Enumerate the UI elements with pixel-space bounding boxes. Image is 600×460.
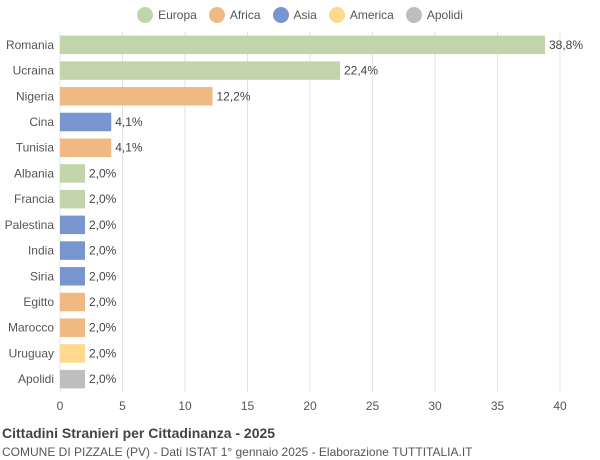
bar-francia bbox=[60, 189, 85, 209]
value-label: 38,8% bbox=[549, 38, 583, 52]
legend-item-apolidi: Apolidi bbox=[405, 7, 463, 23]
category-label: Palestina bbox=[5, 218, 55, 232]
category-label: Uruguay bbox=[9, 346, 54, 360]
legend-swatch bbox=[272, 7, 289, 23]
x-tick-label: 25 bbox=[366, 399, 380, 413]
bar-uruguay bbox=[60, 344, 85, 363]
bar-albania bbox=[60, 164, 85, 183]
legend-item-africa: Africa bbox=[208, 7, 261, 23]
value-label: 2,0% bbox=[89, 166, 117, 180]
bar-egitto bbox=[60, 292, 85, 312]
category-label: Ucraina bbox=[13, 64, 55, 78]
legend-label: Asia bbox=[293, 8, 317, 22]
category-label: Siria bbox=[30, 269, 54, 283]
legend-swatch bbox=[137, 7, 154, 23]
legend-label: America bbox=[349, 8, 394, 22]
bar-india bbox=[60, 241, 85, 260]
category-label: Tunisia bbox=[16, 141, 55, 155]
value-label: 2,0% bbox=[89, 346, 117, 360]
x-tick-label: 5 bbox=[119, 399, 126, 413]
value-label: 12,2% bbox=[217, 89, 251, 103]
category-label: Romania bbox=[6, 38, 54, 52]
x-tick-label: 15 bbox=[241, 399, 255, 413]
value-label: 4,1% bbox=[115, 115, 143, 129]
value-label: 2,0% bbox=[89, 372, 117, 386]
bar-cina bbox=[60, 112, 112, 132]
category-label: India bbox=[28, 244, 54, 258]
category-label: Egitto bbox=[23, 295, 54, 309]
value-label: 2,0% bbox=[89, 269, 117, 283]
value-label: 2,0% bbox=[89, 192, 117, 206]
value-label: 2,0% bbox=[89, 321, 117, 335]
category-label: Albania bbox=[14, 166, 54, 180]
value-label: 2,0% bbox=[89, 295, 117, 309]
legend-label: Apolidi bbox=[426, 8, 463, 22]
x-tick-label: 20 bbox=[303, 399, 317, 413]
legend-item-europa: Europa bbox=[137, 7, 197, 23]
bar-romania bbox=[60, 35, 545, 55]
legend-item-asia: Asia bbox=[272, 7, 317, 23]
value-label: 2,0% bbox=[89, 218, 117, 232]
chart-title: Cittadini Stranieri per Cittadinanza - 2… bbox=[2, 425, 276, 441]
value-label: 4,1% bbox=[115, 141, 143, 155]
legend-label: Europa bbox=[158, 8, 197, 22]
x-tick-label: 0 bbox=[57, 399, 64, 413]
legend-swatch bbox=[405, 7, 422, 23]
category-label: Apolidi bbox=[18, 372, 54, 386]
bar-chart: 0 5 10 15 20 25 30 35 40 Romania 38,8% Ucraina 22,4%… bbox=[5, 32, 583, 413]
category-label: Nigeria bbox=[16, 89, 54, 103]
bar-apolidi bbox=[60, 369, 85, 389]
chart-legend: Europa Africa Asia America Apolidi bbox=[0, 5, 600, 25]
bar-nigeria bbox=[60, 87, 213, 106]
category-label: Francia bbox=[14, 192, 54, 206]
legend-label: Africa bbox=[229, 8, 261, 22]
legend-swatch bbox=[208, 7, 225, 23]
bar-tunisia bbox=[60, 138, 112, 157]
value-label: 22,4% bbox=[344, 64, 378, 78]
x-tick-label: 40 bbox=[553, 399, 567, 413]
bar-marocco bbox=[60, 318, 85, 337]
x-tick-label: 30 bbox=[428, 399, 442, 413]
value-label: 2,0% bbox=[89, 244, 117, 258]
bar-palestina bbox=[60, 215, 85, 235]
x-tick-label: 35 bbox=[491, 399, 505, 413]
legend-swatch bbox=[328, 7, 345, 23]
x-tick-label: 10 bbox=[178, 399, 192, 413]
category-label: Cina bbox=[29, 115, 54, 129]
bar-siria bbox=[60, 267, 85, 286]
category-label: Marocco bbox=[8, 321, 54, 335]
bar-ucraina bbox=[60, 61, 340, 80]
legend-item-america: America bbox=[328, 7, 394, 23]
chart-subtitle: COMUNE DI PIZZALE (PV) - Dati ISTAT 1° g… bbox=[2, 445, 473, 459]
